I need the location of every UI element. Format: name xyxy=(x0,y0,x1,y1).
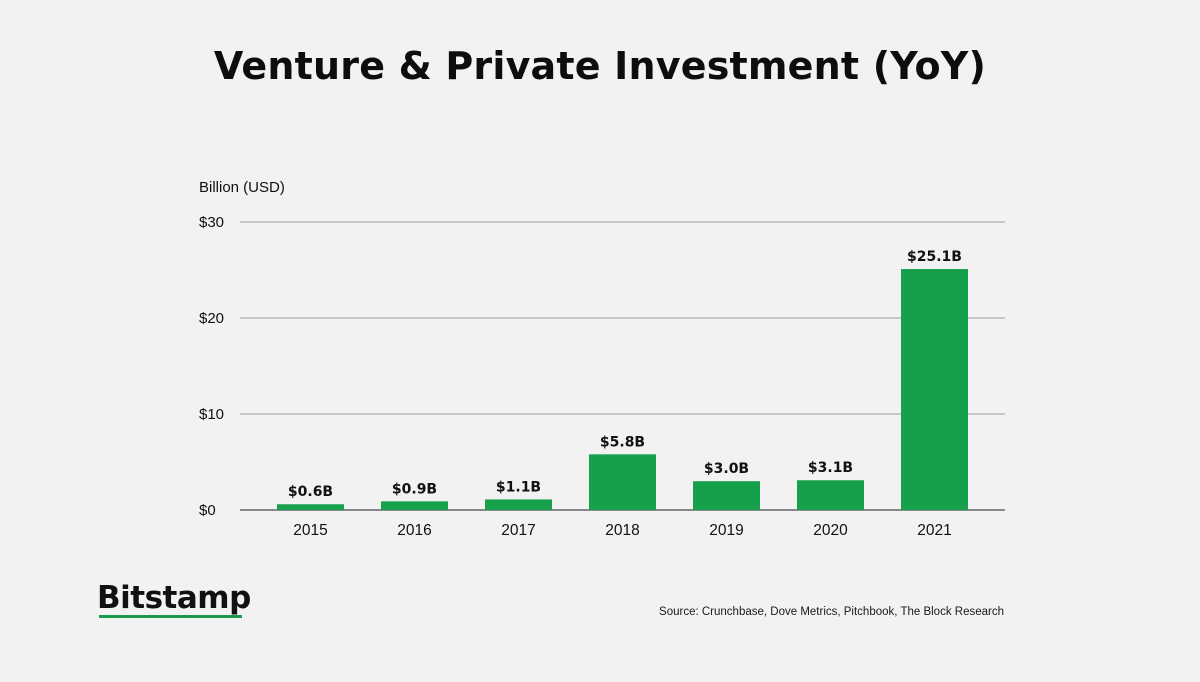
data-label: $1.1B xyxy=(496,479,541,495)
y-axis-label: Billion (USD) xyxy=(199,179,285,196)
bar-2021 xyxy=(901,269,968,510)
data-label: $25.1B xyxy=(907,249,962,265)
bar-2015 xyxy=(277,504,344,510)
bar-2016 xyxy=(381,501,448,510)
x-tick-label: 2017 xyxy=(501,522,535,539)
y-tick-label: $30 xyxy=(199,214,224,231)
data-label: $3.0B xyxy=(704,461,749,477)
bitstamp-logo: Bitstamp xyxy=(97,580,251,622)
x-tick-label: 2016 xyxy=(397,522,431,539)
data-label: $3.1B xyxy=(808,460,853,476)
data-labels: $0.6B $0.9B $1.1B $5.8B $3.0B $3.1B $25.1B xyxy=(288,249,962,500)
data-label: $0.9B xyxy=(392,481,437,497)
x-tick-label: 2015 xyxy=(293,522,327,539)
y-tick-label: $0 xyxy=(199,502,216,519)
logo-wordmark: Bitstamp xyxy=(97,580,251,616)
x-tick-labels: 2015 2016 2017 2018 2019 2020 2021 xyxy=(293,522,951,539)
logo-underline xyxy=(99,615,242,618)
y-tick-label: $20 xyxy=(199,310,224,327)
x-tick-label: 2021 xyxy=(917,522,951,539)
chart-title: Venture & Private Investment (YoY) xyxy=(213,44,987,88)
y-tick-label: $10 xyxy=(199,406,224,423)
source-note: Source: Crunchbase, Dove Metrics, Pitchb… xyxy=(659,606,1004,618)
bar-2018 xyxy=(589,454,656,510)
bar-2020 xyxy=(797,480,864,510)
y-tick-labels: $0 $10 $20 $30 xyxy=(199,214,224,519)
data-label: $0.6B xyxy=(288,484,333,500)
x-tick-label: 2018 xyxy=(605,522,639,539)
bar-2017 xyxy=(485,499,552,510)
data-label: $5.8B xyxy=(600,434,645,450)
bar-2019 xyxy=(693,481,760,510)
x-tick-label: 2020 xyxy=(813,522,848,539)
x-tick-label: 2019 xyxy=(709,522,743,539)
bars xyxy=(277,269,968,510)
